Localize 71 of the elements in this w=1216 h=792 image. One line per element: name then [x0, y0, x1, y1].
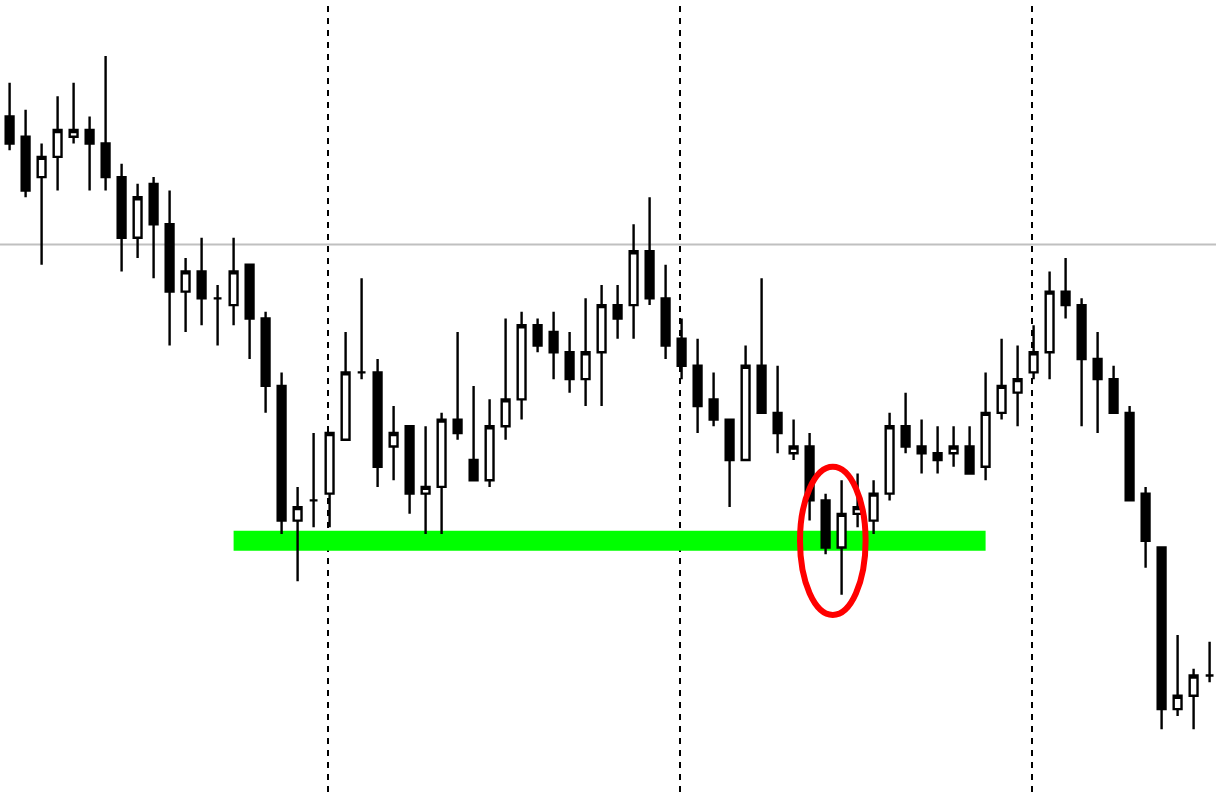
candlestick — [532, 317, 543, 354]
candlestick — [516, 310, 527, 421]
candlestick — [1108, 364, 1119, 415]
candlestick — [4, 81, 15, 152]
candlestick — [692, 337, 703, 435]
candlestick — [468, 384, 479, 482]
candlestick — [772, 364, 783, 455]
candlestick — [420, 425, 431, 536]
candlestick — [1188, 667, 1199, 731]
candlestick — [932, 425, 943, 475]
candlestick — [628, 223, 639, 340]
candlestick — [356, 276, 367, 381]
candlestick — [372, 357, 383, 489]
candlestick — [116, 162, 127, 273]
candlestick — [164, 189, 175, 347]
candlestick — [1172, 633, 1183, 718]
candlestick — [1204, 640, 1215, 684]
candlestick — [612, 283, 623, 340]
candlestick — [452, 330, 463, 441]
candlestick — [1124, 404, 1135, 502]
candlestick — [340, 330, 351, 441]
candlestick — [292, 485, 303, 583]
candlestick — [644, 196, 655, 307]
candlestick — [36, 142, 47, 266]
candlestick — [820, 492, 831, 556]
candlestick — [1044, 270, 1055, 381]
candlestick — [260, 310, 271, 415]
candlestick — [836, 478, 847, 596]
candlestick — [580, 297, 591, 408]
candlestick — [84, 115, 95, 192]
candlestick — [20, 108, 31, 199]
candlestick — [1140, 485, 1151, 569]
candlestick — [756, 276, 767, 415]
candlestick — [132, 182, 143, 260]
candlestick — [708, 371, 719, 428]
candlestick — [868, 478, 879, 536]
candlestick — [484, 398, 495, 489]
candlestick — [308, 431, 319, 529]
candlestick — [68, 81, 79, 145]
candlestick — [196, 236, 207, 327]
candlestick — [228, 236, 239, 327]
candlestick — [1156, 546, 1167, 731]
candlestick — [388, 404, 399, 482]
candlestick — [180, 256, 191, 334]
candlestick — [724, 418, 735, 509]
candlestick — [996, 337, 1007, 421]
candlestick — [1060, 256, 1071, 320]
candlestick — [740, 344, 751, 462]
candlestick — [1012, 344, 1023, 428]
candlestick — [788, 418, 799, 462]
candlestick — [1076, 297, 1087, 428]
candlestick — [964, 425, 975, 475]
candlestick — [436, 411, 447, 536]
candlestick — [148, 175, 159, 280]
candlestick — [100, 54, 111, 192]
candlestick — [1092, 330, 1103, 435]
candlestick — [52, 95, 63, 192]
candlestick — [276, 371, 287, 536]
candlestick — [548, 310, 559, 381]
candlestick — [596, 283, 607, 408]
candlestick — [564, 330, 575, 394]
candlestick — [500, 317, 511, 441]
candlestick — [948, 425, 959, 468]
candlestick — [244, 263, 255, 361]
candlestick — [404, 425, 415, 516]
candlestick — [660, 263, 671, 361]
candlestick — [212, 283, 223, 347]
candlestick — [900, 391, 911, 455]
candlestick — [980, 371, 991, 482]
candlestick — [884, 411, 895, 502]
candlestick — [916, 418, 927, 475]
